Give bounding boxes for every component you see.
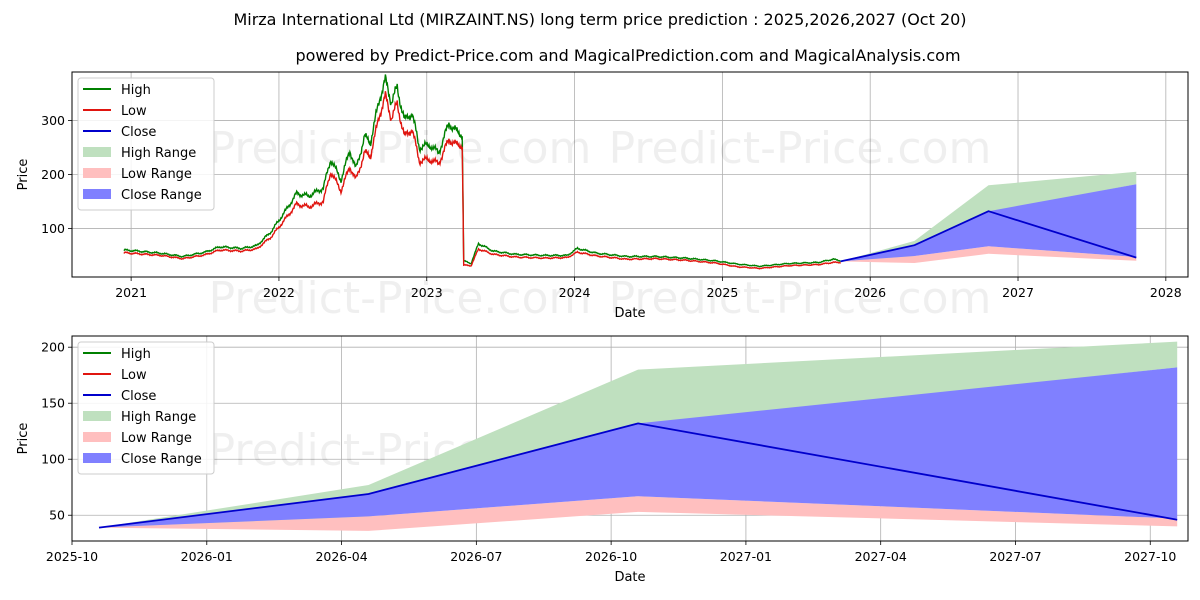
legend-label: Low [121, 368, 147, 383]
x-tick-label: 2024 [559, 285, 591, 300]
high-range-band [99, 341, 1178, 528]
legend-label: High Range [121, 410, 196, 425]
chart-title: Mirza International Ltd (MIRZAINT.NS) lo… [233, 10, 966, 29]
legend-swatch-patch [83, 189, 111, 199]
y-tick-label: 300 [41, 113, 65, 128]
legend-swatch-patch [83, 453, 111, 463]
y-tick-label: 50 [49, 508, 65, 523]
low-range-band [840, 246, 1137, 263]
legend-swatch-patch [83, 168, 111, 178]
legend-box [77, 341, 215, 475]
legend-swatch-patch [83, 411, 111, 421]
x-tick-label: 2026-01 [181, 549, 233, 564]
x-tick-label: 2027-04 [855, 549, 907, 564]
y-tick-label: 100 [41, 452, 65, 467]
close-range-band [99, 367, 1178, 528]
legend: High Low Close High Range Low Range Close Ran… [77, 341, 215, 475]
y-tick-label: 200 [41, 167, 65, 182]
legend-label: High [121, 347, 151, 362]
x-tick-label: 2027 [1002, 285, 1034, 300]
high-range-band [840, 171, 1137, 262]
watermark: Predict-Price.com [609, 273, 992, 324]
legend-label: Low Range [121, 167, 192, 182]
high-series-line [123, 74, 841, 268]
y-tick-label: 200 [41, 340, 65, 355]
legend-label: Low Range [121, 431, 192, 446]
close-series-line [98, 422, 1178, 529]
low-range-band [99, 496, 1178, 531]
close-range-band [840, 184, 1137, 262]
legend-label: Close Range [121, 452, 202, 467]
x-tick-label: 2026-04 [315, 549, 367, 564]
legend-swatch-patch [83, 432, 111, 442]
legend: High Low Close High Range Low Range Close Ran… [77, 77, 215, 211]
legend-swatch-patch [83, 147, 111, 157]
legend-label: High [121, 83, 151, 98]
x-tick-label: 2022 [263, 285, 295, 300]
x-axis-label: Date [614, 306, 645, 321]
plot-area [123, 74, 1137, 270]
x-tick-label: 2025 [706, 285, 738, 300]
x-tick-label: 2027-07 [989, 549, 1041, 564]
x-tick-label: 2026-10 [585, 549, 637, 564]
axes-frame [71, 335, 1189, 542]
close-series-line [840, 210, 1137, 263]
legend-label: Close [121, 125, 156, 140]
y-axis-label: Price [16, 423, 31, 455]
chart-subtitle: powered by Predict-Price.com and Magical… [295, 46, 960, 65]
y-tick-label: 100 [41, 221, 65, 236]
x-tick-label: 2023 [411, 285, 443, 300]
y-axis-label: Price [16, 159, 31, 191]
x-tick-label: 2026-07 [450, 549, 502, 564]
low-series-line [123, 91, 842, 270]
watermark: Predict-Price.com [609, 123, 992, 174]
watermark: Predict-Price.com [209, 273, 592, 324]
legend-label: Close [121, 389, 156, 404]
x-axis-label: Date [614, 570, 645, 585]
x-tick-label: 2027-01 [720, 549, 772, 564]
panel-1: Predict-Price.com Predict-Price.com 2021 20… [16, 71, 1189, 321]
watermark: Predict-Price.com [209, 123, 592, 174]
x-tick-label: 2027-10 [1124, 549, 1176, 564]
panel-2: Predict-Price.comPredict-Price.com2025-1… [16, 335, 1189, 585]
legend-label: Low [121, 104, 147, 119]
x-tick-label: 2025-10 [46, 549, 98, 564]
legend-label: Close Range [121, 188, 202, 203]
y-tick-label: 150 [41, 396, 65, 411]
x-tick-label: 2021 [115, 285, 147, 300]
x-tick-label: 2028 [1150, 285, 1182, 300]
legend-box [77, 77, 215, 211]
legend-label: High Range [121, 146, 196, 161]
x-tick-label: 2026 [854, 285, 886, 300]
plot-area [98, 341, 1178, 531]
